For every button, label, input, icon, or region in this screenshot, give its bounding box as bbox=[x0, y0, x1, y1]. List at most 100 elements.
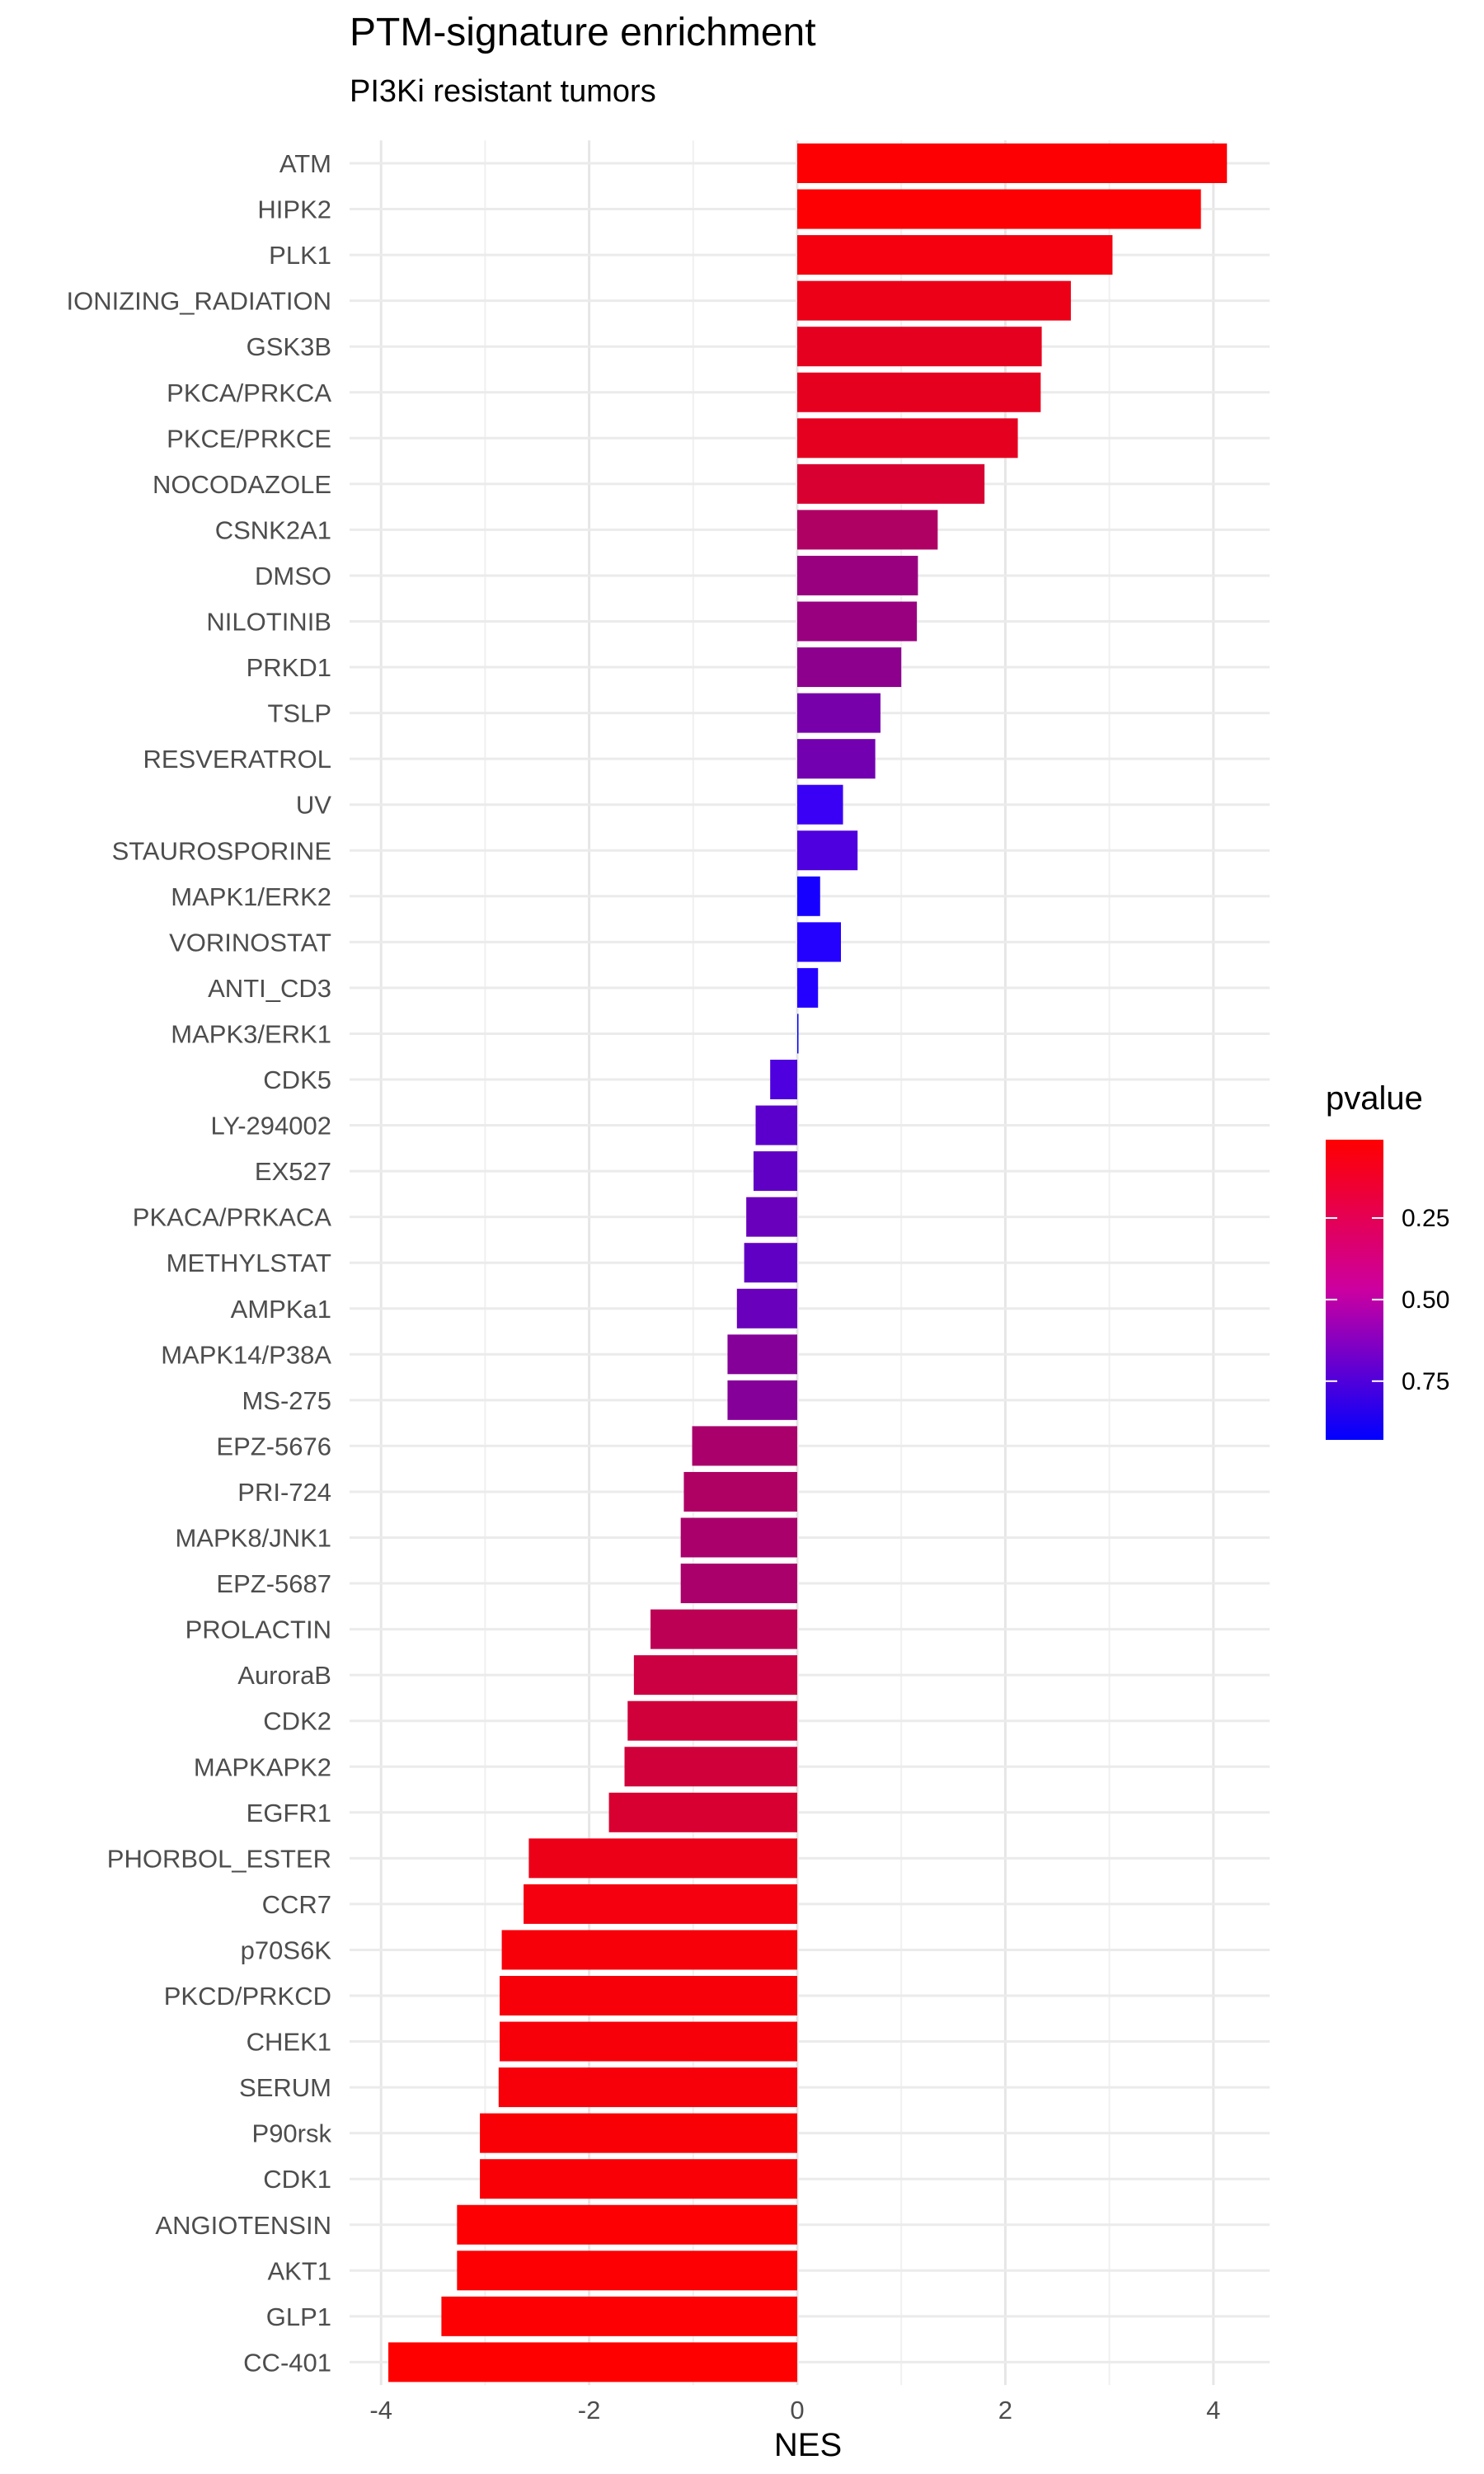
y-tick-label: DMSO bbox=[255, 562, 331, 590]
legend-title: pvalue bbox=[1326, 1080, 1423, 1117]
bar bbox=[797, 143, 1228, 183]
legend-tick-label: 0.50 bbox=[1402, 1286, 1449, 1314]
bar bbox=[797, 830, 858, 871]
bar bbox=[797, 967, 819, 1008]
y-tick-label: NILOTINIB bbox=[206, 608, 331, 637]
x-tick-label: 0 bbox=[790, 2396, 804, 2425]
legend-tick-label: 0.25 bbox=[1402, 1205, 1449, 1232]
bar bbox=[736, 1288, 797, 1329]
bar bbox=[755, 1105, 797, 1145]
bar bbox=[797, 1014, 799, 1054]
y-tick-label: AuroraB bbox=[237, 1661, 331, 1690]
bar bbox=[797, 555, 918, 595]
pvalue-legend: pvalue 0.25 0.50 0.75 bbox=[1326, 1080, 1449, 1440]
y-tick-label: CDK5 bbox=[263, 1065, 331, 1094]
y-tick-label: PKCD/PRKCD bbox=[164, 1982, 331, 2011]
y-tick-label: PRKD1 bbox=[247, 653, 331, 682]
bar bbox=[528, 1838, 797, 1879]
y-tick-label: AMPKa1 bbox=[231, 1295, 331, 1324]
bar bbox=[633, 1655, 797, 1696]
legend-colorbar bbox=[1326, 1140, 1383, 1440]
bar bbox=[797, 418, 1018, 459]
bar bbox=[797, 280, 1071, 321]
y-tick-label: p70S6K bbox=[241, 1935, 332, 1964]
y-tick-label: IONIZING_RADIATION bbox=[66, 287, 331, 316]
bar bbox=[797, 784, 843, 825]
bar bbox=[501, 1930, 797, 1970]
y-tick-label: MS-275 bbox=[242, 1386, 331, 1415]
bar bbox=[524, 1884, 797, 1924]
bar bbox=[480, 2113, 797, 2153]
bar bbox=[744, 1243, 797, 1283]
bar bbox=[624, 1747, 797, 1787]
bar bbox=[388, 2342, 797, 2382]
y-tick-label: MAPKAPK2 bbox=[194, 1752, 331, 1781]
y-tick-label: PLK1 bbox=[269, 241, 331, 270]
bar bbox=[727, 1334, 797, 1375]
y-tick-label: MAPK8/JNK1 bbox=[175, 1524, 331, 1553]
bars bbox=[388, 143, 1228, 2382]
x-tick-label: 2 bbox=[998, 2396, 1012, 2425]
bar bbox=[753, 1151, 797, 1192]
y-tick-label: GSK3B bbox=[247, 332, 331, 361]
legend-tick-label: 0.75 bbox=[1402, 1368, 1449, 1395]
y-tick-label: EGFR1 bbox=[247, 1799, 331, 1827]
bar bbox=[797, 876, 820, 916]
bar bbox=[457, 2251, 797, 2291]
y-tick-label: MAPK14/P38A bbox=[161, 1340, 331, 1369]
y-tick-label: LY-294002 bbox=[210, 1112, 331, 1141]
bar bbox=[797, 647, 902, 688]
bar bbox=[627, 1700, 797, 1741]
y-tick-label: ATM bbox=[279, 149, 331, 178]
x-axis-labels: -4 -2 0 2 4 bbox=[369, 2396, 1220, 2425]
y-tick-label: VORINOSTAT bbox=[169, 928, 331, 957]
y-tick-label: SERUM bbox=[239, 2073, 331, 2102]
y-tick-label: MAPK1/ERK2 bbox=[171, 882, 331, 911]
bar bbox=[770, 1060, 797, 1099]
y-tick-label: PKCE/PRKCE bbox=[167, 424, 331, 453]
x-tick-label: 4 bbox=[1206, 2396, 1220, 2425]
bar bbox=[797, 693, 881, 733]
bar bbox=[680, 1564, 797, 1604]
bar bbox=[608, 1792, 797, 1832]
y-tick-label: PROLACTIN bbox=[186, 1616, 331, 1644]
y-tick-label: P90rsk bbox=[252, 2119, 332, 2148]
x-tick-label: -2 bbox=[578, 2396, 601, 2425]
y-tick-label: MAPK3/ERK1 bbox=[171, 1019, 331, 1048]
bar bbox=[680, 1517, 797, 1558]
y-tick-label: PKACA/PRKACA bbox=[133, 1203, 332, 1232]
bar bbox=[727, 1380, 797, 1420]
x-tick-label: -4 bbox=[369, 2396, 392, 2425]
bar bbox=[797, 739, 876, 779]
bar bbox=[797, 601, 918, 642]
y-tick-label: METHYLSTAT bbox=[167, 1249, 331, 1277]
y-tick-label: PHORBOL_ESTER bbox=[107, 1844, 331, 1873]
y-tick-label: EPZ-5687 bbox=[216, 1569, 331, 1598]
bar bbox=[797, 922, 842, 962]
y-tick-label: UV bbox=[296, 791, 331, 820]
y-tick-label: CC-401 bbox=[243, 2348, 331, 2377]
bar bbox=[797, 510, 938, 550]
bar bbox=[797, 463, 985, 504]
x-axis-title: NES bbox=[774, 2427, 842, 2463]
y-tick-label: HIPK2 bbox=[257, 195, 331, 224]
chart-title: PTM-signature enrichment bbox=[350, 11, 816, 54]
y-tick-label: NOCODAZOLE bbox=[153, 470, 331, 499]
y-tick-label: CDK2 bbox=[263, 1707, 331, 1736]
y-tick-label: GLP1 bbox=[266, 2302, 331, 2331]
y-tick-label: STAUROSPORINE bbox=[112, 836, 331, 865]
bar bbox=[500, 2021, 797, 2062]
y-tick-label: RESVERATROL bbox=[143, 745, 331, 774]
y-tick-label: AKT1 bbox=[267, 2256, 331, 2285]
y-axis-labels: ATM HIPK2 PLK1 IONIZING_RADIATION GSK3B PKCA/… bbox=[66, 149, 331, 2377]
y-tick-label: ANGIOTENSIN bbox=[155, 2211, 331, 2240]
bar bbox=[797, 235, 1113, 275]
bar bbox=[441, 2296, 797, 2336]
y-tick-label: EX527 bbox=[255, 1157, 331, 1186]
bar bbox=[797, 372, 1041, 412]
y-tick-label: PKCA/PRKCA bbox=[167, 379, 331, 407]
bar bbox=[500, 1976, 797, 2015]
y-tick-label: TSLP bbox=[267, 699, 331, 728]
y-tick-label: EPZ-5676 bbox=[216, 1432, 331, 1460]
